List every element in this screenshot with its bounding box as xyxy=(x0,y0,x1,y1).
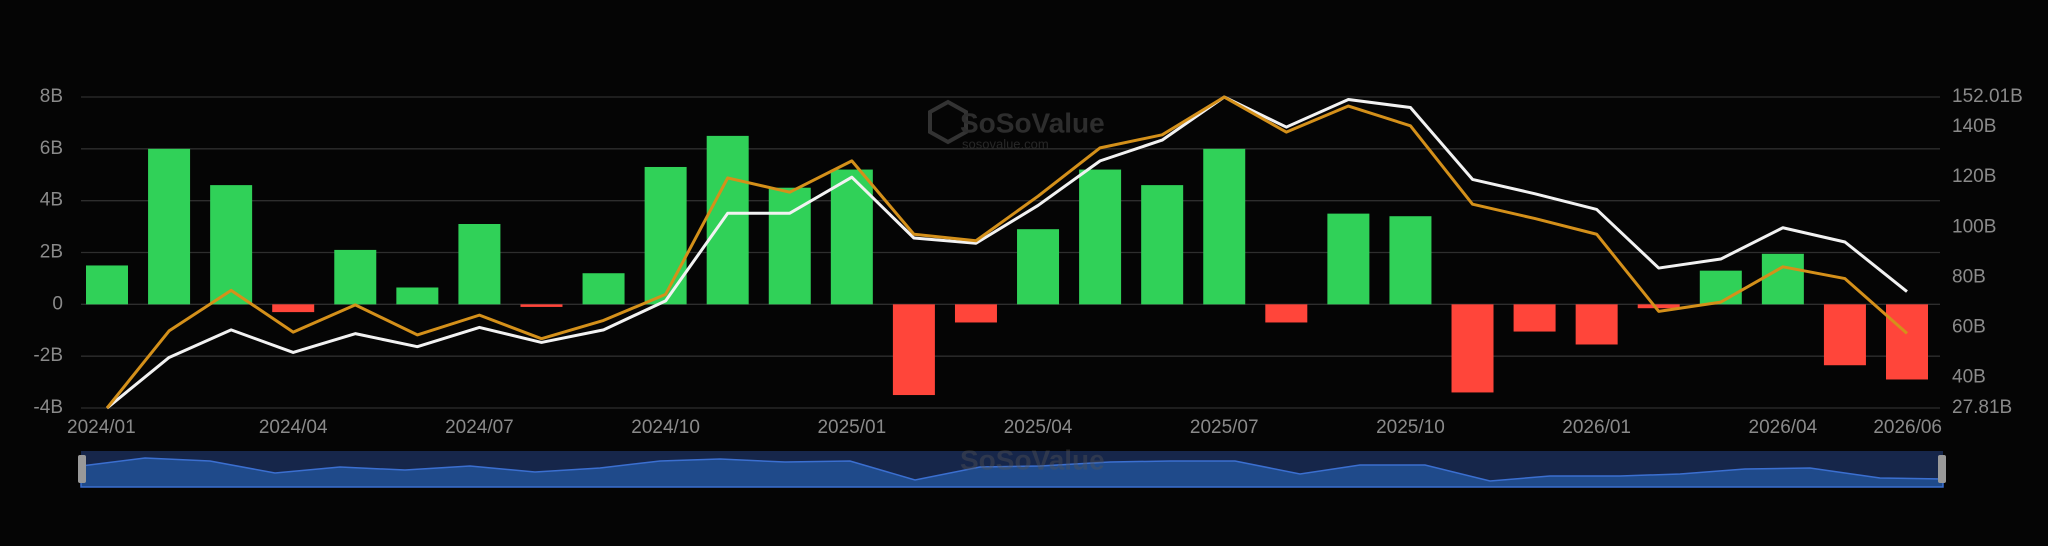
bar xyxy=(1141,185,1184,305)
navigator-handle[interactable] xyxy=(78,455,86,483)
bar xyxy=(1761,253,1804,305)
x-tick-label: 2026/06 xyxy=(1873,417,1942,438)
bar xyxy=(458,223,501,305)
navigator-handle[interactable] xyxy=(1938,455,1946,483)
y2-tick-label: 140B xyxy=(1952,116,1996,137)
bar xyxy=(148,148,191,305)
bar xyxy=(1079,169,1122,305)
bar xyxy=(892,304,935,396)
y-tick-label: -4B xyxy=(33,397,63,418)
y2-tick-label: 120B xyxy=(1952,166,1996,187)
y2-tick-label: 60B xyxy=(1952,316,1986,337)
bar xyxy=(1451,304,1494,393)
x-tick-label: 2025/07 xyxy=(1190,417,1259,438)
x-tick-label: 2024/01 xyxy=(67,417,136,438)
x-tick-label: 2024/07 xyxy=(445,417,514,438)
watermark-logo xyxy=(928,99,968,145)
watermark-text: SoSoValue xyxy=(960,444,1105,475)
bar xyxy=(86,265,128,305)
y-tick-label: 4B xyxy=(40,190,63,211)
bar xyxy=(210,185,253,305)
bar xyxy=(1513,304,1556,332)
bar xyxy=(706,135,749,305)
x-tick-label: 2025/10 xyxy=(1376,417,1445,438)
y2-tick-label: 100B xyxy=(1952,216,1996,237)
y-tick-label: 6B xyxy=(40,138,63,159)
y2-tick-label: 80B xyxy=(1952,266,1986,287)
x-tick-label: 2025/04 xyxy=(1004,417,1073,438)
y2-tick-label: 40B xyxy=(1952,366,1986,387)
bar xyxy=(954,304,997,323)
bar xyxy=(396,287,439,305)
plot: -4B -2B 0 2B 4B 6B 8B 27.81B 40B 60B 80B 100B 120B 14… xyxy=(33,86,2022,438)
x-tick-label: 2024/04 xyxy=(259,417,328,438)
watermark-text: SoSoValue xyxy=(960,107,1105,138)
bar xyxy=(1327,213,1370,305)
x-tick-label: 2024/10 xyxy=(631,417,700,438)
navigator: SoSoValue xyxy=(78,444,1946,488)
bar xyxy=(644,166,687,305)
bar xyxy=(1637,304,1680,309)
bar xyxy=(768,187,811,305)
bar xyxy=(1017,229,1060,305)
navigator-area xyxy=(80,457,1944,488)
bar xyxy=(582,273,625,305)
bar xyxy=(1389,216,1432,305)
watermark-url: sosovalue.com xyxy=(962,136,1049,151)
bar xyxy=(272,304,315,313)
x-tick-label: 2025/01 xyxy=(817,417,886,438)
y-tick-label: 2B xyxy=(40,242,63,263)
bar xyxy=(1823,304,1866,366)
y-tick-label: -2B xyxy=(33,345,63,366)
bar xyxy=(1886,304,1928,380)
x-tick-label: 2026/01 xyxy=(1562,417,1631,438)
bar xyxy=(1699,270,1742,305)
bar xyxy=(520,304,563,307)
bar xyxy=(1575,304,1618,345)
y2-tick-label: 152.01B xyxy=(1952,86,2023,107)
y-tick-label: 8B xyxy=(40,86,63,107)
line-series xyxy=(106,95,1908,410)
watermark: SoSoValue sosovalue.com xyxy=(928,99,1105,151)
y-tick-label: 0 xyxy=(52,293,63,314)
bar xyxy=(1203,148,1246,305)
y2-tick-label: 27.81B xyxy=(1952,397,2012,418)
bar xyxy=(334,249,377,305)
line-series xyxy=(105,95,1908,409)
x-tick-label: 2026/04 xyxy=(1749,417,1818,438)
bar xyxy=(1265,304,1308,323)
